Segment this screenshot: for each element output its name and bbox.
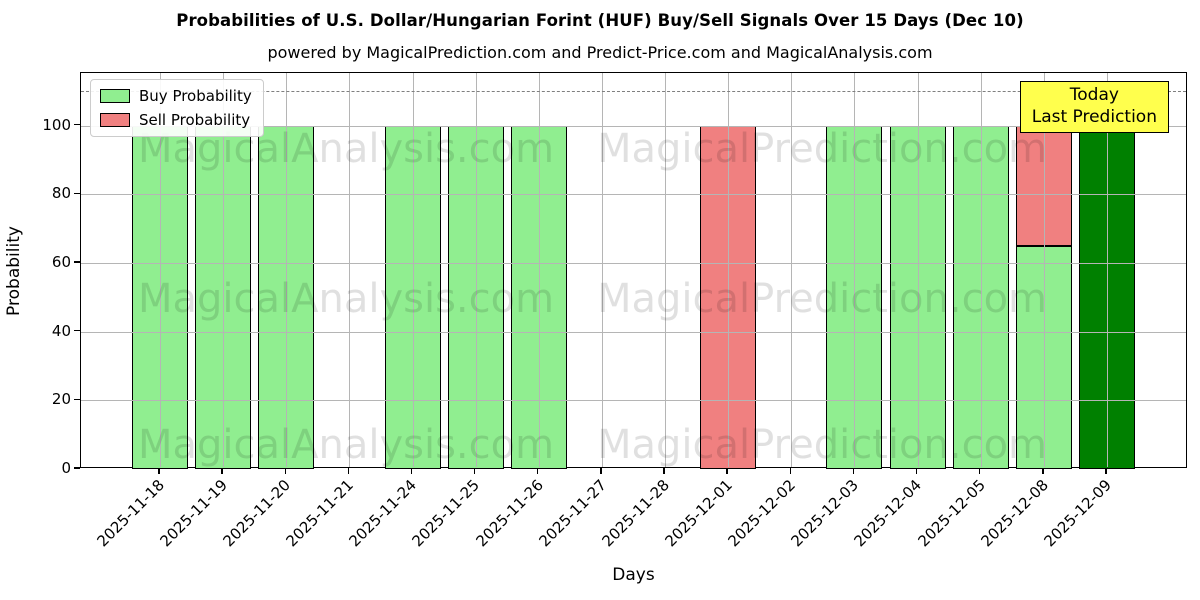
- y-tick-mark: [74, 192, 80, 194]
- legend-label-buy: Buy Probability: [139, 87, 252, 105]
- y-tick-mark: [74, 123, 80, 126]
- x-tick-mark: [726, 468, 728, 474]
- chart-subtitle: powered by MagicalPrediction.com and Pre…: [267, 43, 933, 62]
- grid-line-v: [728, 73, 730, 467]
- x-tick-label: 2025-11-25: [408, 476, 484, 551]
- grid-line-v: [854, 73, 856, 467]
- grid-line-h: [81, 331, 1186, 333]
- x-tick-mark: [915, 468, 918, 474]
- grid-line-h: [81, 262, 1186, 264]
- grid-line-v: [917, 73, 919, 467]
- x-tick-label: 2025-11-27: [535, 476, 610, 551]
- grid-line-v: [475, 73, 477, 467]
- x-tick-mark: [221, 468, 223, 474]
- x-tick-label: 2025-11-19: [156, 476, 231, 551]
- x-tick-mark: [600, 468, 602, 474]
- y-tick-label: 40: [51, 321, 71, 340]
- x-tick-label: 2025-11-18: [93, 476, 168, 551]
- today-annotation-line1: Today: [1069, 85, 1119, 105]
- y-tick-mark: [74, 398, 80, 400]
- y-tick-label: 20: [51, 390, 71, 409]
- y-tick-label: 60: [51, 252, 71, 271]
- legend-entry-buy: Buy Probability: [100, 87, 252, 105]
- grid-line-h: [81, 400, 1186, 402]
- y-tick-label: 0: [61, 459, 71, 477]
- buy-swatch-icon: [100, 89, 130, 103]
- x-tick-mark: [158, 468, 160, 474]
- x-tick-label: 2025-11-21: [282, 476, 358, 551]
- x-tick-mark: [284, 468, 286, 474]
- grid-line-v: [1043, 73, 1045, 467]
- x-tick-mark: [852, 468, 855, 474]
- y-tick-mark: [74, 467, 80, 469]
- grid-line-v: [349, 73, 351, 467]
- grid-line-v: [160, 73, 161, 467]
- x-tick-label: 2025-11-26: [472, 476, 547, 551]
- x-tick-label: 2025-12-04: [850, 476, 926, 551]
- x-tick-label: 2025-12-01: [661, 476, 736, 551]
- grid-line-v: [791, 73, 793, 467]
- y-tick-label: 80: [51, 184, 71, 203]
- y-axis-label: Probability: [4, 226, 24, 316]
- grid-line-v: [665, 73, 667, 467]
- grid-line-v: [412, 73, 414, 467]
- grid-line-h: [81, 194, 1186, 196]
- grid-line-v: [1106, 73, 1108, 467]
- x-tick-label: 2025-12-05: [914, 476, 989, 551]
- grid-line-v: [286, 73, 288, 467]
- plot-area: Buy Probability Sell Probability Today L…: [80, 72, 1187, 469]
- x-tick-mark: [347, 468, 350, 474]
- sell-swatch-icon: [100, 113, 130, 127]
- y-tick-mark: [74, 329, 80, 332]
- x-tick-label: 2025-11-24: [345, 476, 421, 551]
- x-tick-label: 2025-11-20: [219, 476, 294, 551]
- legend-label-sell: Sell Probability: [139, 111, 251, 129]
- x-tick-label: 2025-12-02: [724, 476, 800, 551]
- x-tick-mark: [473, 468, 476, 474]
- x-tick-mark: [410, 468, 413, 474]
- x-tick-mark: [1042, 468, 1044, 474]
- today-annotation: Today Last Prediction: [1019, 81, 1169, 133]
- legend: Buy Probability Sell Probability: [90, 79, 264, 137]
- x-tick-mark: [978, 468, 981, 474]
- x-tick-label: 2025-12-03: [787, 476, 863, 551]
- x-tick-mark: [663, 468, 665, 474]
- grid-line-h: [81, 125, 1186, 127]
- dashed-guideline: [81, 91, 1186, 93]
- grid-line-v: [980, 73, 982, 467]
- chart-title: Probabilities of U.S. Dollar/Hungarian F…: [176, 11, 1024, 30]
- grid-line-v: [601, 73, 603, 467]
- x-axis-label: Days: [612, 565, 655, 585]
- x-tick-mark: [537, 468, 539, 474]
- x-tick-mark: [1105, 468, 1107, 474]
- legend-entry-sell: Sell Probability: [100, 111, 252, 129]
- x-tick-label: 2025-12-09: [1040, 476, 1115, 551]
- grid-line-v: [538, 73, 540, 467]
- y-tick-label: 100: [42, 115, 71, 134]
- today-annotation-line2: Last Prediction: [1031, 106, 1157, 127]
- x-tick-mark: [789, 468, 791, 474]
- x-tick-label: 2025-11-28: [598, 476, 673, 551]
- y-tick-mark: [74, 261, 80, 263]
- grid-line-v: [223, 73, 225, 467]
